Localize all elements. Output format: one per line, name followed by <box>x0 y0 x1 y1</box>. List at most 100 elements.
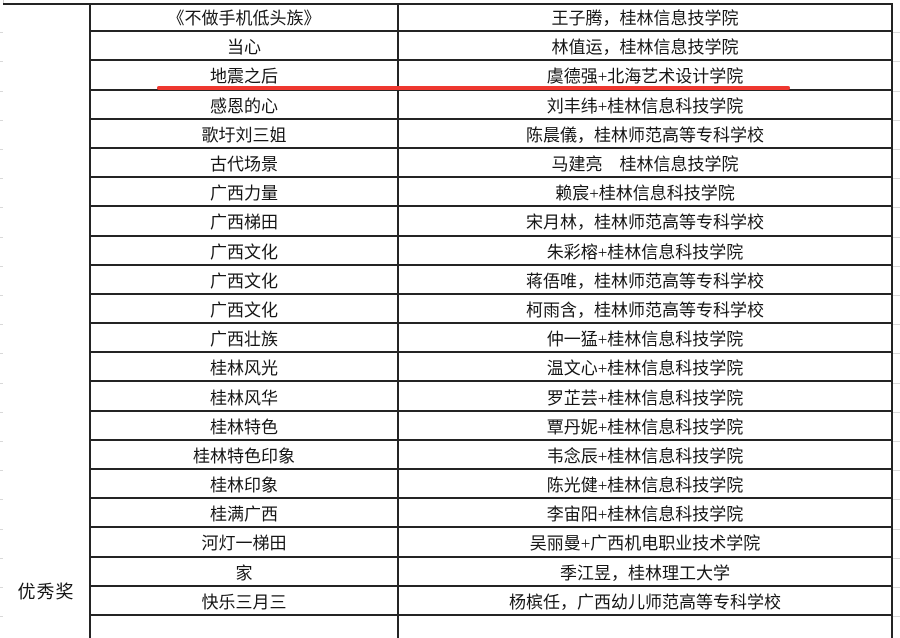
faint-gridline-stub-right <box>893 616 900 617</box>
faint-gridline-stub-right <box>893 91 900 92</box>
work-title-cell[interactable]: 广西文化 <box>91 236 399 264</box>
faint-gridline-stub-left <box>0 353 3 354</box>
faint-gridline-stub-left <box>0 178 3 179</box>
faint-gridline-stub-right <box>893 470 900 471</box>
faint-gridline-stub-right <box>893 499 900 500</box>
faint-gridline-stub-left <box>0 383 3 384</box>
table-row-partial <box>91 615 891 638</box>
table-row: 家 季江昱，桂林理工大学 <box>91 557 891 587</box>
faint-gridline-stub-left <box>0 412 3 413</box>
faint-gridline-stub-right <box>893 383 900 384</box>
entrant-cell[interactable]: 陈光健+桂林信息科技学院 <box>546 476 744 496</box>
entrant-cell[interactable]: 杨槟任，广西幼儿师范高等专科学校 <box>509 592 781 612</box>
faint-gridline-stub-right <box>893 266 900 267</box>
entrant-cell[interactable]: 韦念辰+桂林信息科技学院 <box>546 446 744 466</box>
faint-gridline-stub-right <box>893 178 900 179</box>
work-title-cell[interactable]: 桂林印象 <box>91 470 399 498</box>
faint-gridline-stub-right <box>893 295 900 296</box>
work-title-cell[interactable]: 桂满广西 <box>91 499 399 527</box>
entrant-cell[interactable]: 李宙阳+桂林信息科技学院 <box>546 505 744 525</box>
faint-gridline-stub-left <box>0 149 3 150</box>
table-row: 桂满广西 李宙阳+桂林信息科技学院 <box>91 499 891 529</box>
work-title-cell[interactable]: 广西梯田 <box>91 207 399 235</box>
table-row: 广西文化 柯雨含，桂林师范高等专科学校 <box>91 294 891 325</box>
faint-gridline-stub-left <box>0 616 3 617</box>
work-title-cell[interactable]: 广西文化 <box>91 265 399 293</box>
faint-gridline-stub-right <box>893 353 900 354</box>
faint-gridline-stub-left <box>0 499 3 500</box>
entrant-cell[interactable]: 赖宸+桂林信息科技学院 <box>555 184 735 204</box>
work-title-cell[interactable]: 广西文化 <box>91 294 399 323</box>
award-cell[interactable]: 优秀奖 <box>3 5 89 638</box>
faint-gridline-stub-left <box>0 529 3 530</box>
entrant-cell[interactable]: 马建亮 桂林信息技学院 <box>551 155 739 175</box>
faint-gridline-stub-left <box>0 237 3 238</box>
work-title-cell[interactable]: 桂林风华 <box>91 382 399 410</box>
faint-gridline-stub-right <box>893 587 900 588</box>
work-title-cell[interactable]: 桂林风光 <box>91 353 399 381</box>
entrant-cell[interactable]: 虞德强+北海艺术设计学院 <box>546 67 744 87</box>
work-title-cell[interactable]: 感恩的心 <box>91 90 399 118</box>
entrant-cell[interactable]: 仲一猛+桂林信息科技学院 <box>546 330 744 350</box>
red-underline-annotation <box>157 86 790 90</box>
faint-gridline-stub-left <box>0 61 3 62</box>
work-title-cell[interactable]: 家 <box>91 557 399 585</box>
work-title-cell[interactable]: 古代场景 <box>91 148 399 177</box>
entrant-cell[interactable]: 蒋俉唯，桂林师范高等专科学校 <box>526 271 764 291</box>
table-row: 广西文化 蒋俉唯，桂林师范高等专科学校 <box>91 265 891 295</box>
faint-gridline-stub-right <box>893 441 900 442</box>
faint-gridline-stub-left <box>0 441 3 442</box>
work-title-cell[interactable]: 桂林特色 <box>91 411 399 439</box>
entrant-cell[interactable]: 陈晨儀，桂林师范高等专科学校 <box>526 125 764 145</box>
entrant-cell[interactable]: 柯雨含，桂林师范高等专科学校 <box>526 300 764 320</box>
table-row: 河灯一梯田 吴丽曼+广西机电职业技术学院 <box>91 528 891 558</box>
work-title-cell[interactable]: 当心 <box>91 32 399 60</box>
table-row: 古代场景 马建亮 桂林信息技学院 <box>91 148 891 179</box>
entrant-cell[interactable]: 朱彩榕+桂林信息科技学院 <box>546 242 744 262</box>
faint-gridline-stub-right <box>893 207 900 208</box>
faint-gridline-stub-left <box>0 558 3 559</box>
entrant-cell[interactable]: 宋月林，桂林师范高等专科学校 <box>526 213 764 233</box>
award-label: 优秀奖 <box>17 582 75 602</box>
entrant-cell[interactable]: 罗芷芸+桂林信息科技学院 <box>546 388 744 408</box>
faint-gridline-stub-right <box>893 149 900 150</box>
table-row: 桂林特色 覃丹妮+桂林信息科技学院 <box>91 411 891 441</box>
table-top-border <box>3 3 893 5</box>
work-title-cell[interactable]: 河灯一梯田 <box>91 528 399 556</box>
table-row: 广西力量 赖宸+桂林信息科技学院 <box>91 178 891 208</box>
table-row: 桂林风华 罗芷芸+桂林信息科技学院 <box>91 382 891 412</box>
faint-gridline-stub-left <box>0 470 3 471</box>
faint-gridline-stub-left <box>0 295 3 296</box>
faint-gridline-stub-left <box>0 32 3 33</box>
entrant-cell[interactable]: 吴丽曼+广西机电职业技术学院 <box>529 534 761 554</box>
faint-gridline-stub-left <box>0 207 3 208</box>
work-title-cell[interactable] <box>91 615 399 638</box>
work-title-cell[interactable]: 歌圩刘三姐 <box>91 119 399 147</box>
table-row: 桂林风光 温文心+桂林信息科技学院 <box>91 353 891 383</box>
entrant-cell[interactable]: 温文心+桂林信息科技学院 <box>546 359 744 379</box>
work-title-cell[interactable]: 《不做手机低头族》 <box>91 3 399 31</box>
work-title-cell[interactable]: 广西壮族 <box>91 324 399 352</box>
table-row: 感恩的心 刘丰纬+桂林信息科技学院 <box>91 90 891 120</box>
entrant-cell[interactable]: 季江昱，桂林理工大学 <box>560 563 730 583</box>
faint-gridline-stub-left <box>0 324 3 325</box>
work-title-cell[interactable]: 地震之后 <box>91 61 399 89</box>
faint-gridline-stub-right <box>893 558 900 559</box>
entrant-cell[interactable]: 覃丹妮+桂林信息科技学院 <box>546 417 744 437</box>
table-row: 快乐三月三 杨槟任，广西幼儿师范高等专科学校 <box>91 586 891 616</box>
table-row: 《不做手机低头族》 王子腾，桂林信息技学院 <box>91 3 891 33</box>
awards-table: 《不做手机低头族》 王子腾，桂林信息技学院 当心 林值运，桂林信息技学院 地震之… <box>89 3 893 638</box>
work-title-cell[interactable]: 广西力量 <box>91 178 399 206</box>
work-title-cell[interactable]: 桂林特色印象 <box>91 440 399 468</box>
entrant-cell[interactable] <box>399 616 891 638</box>
entrant-cell[interactable]: 刘丰纬+桂林信息科技学院 <box>546 96 744 116</box>
faint-gridline-stub-left <box>0 587 3 588</box>
table-row: 广西梯田 宋月林，桂林师范高等专科学校 <box>91 207 891 237</box>
entrant-cell[interactable]: 林值运，桂林信息技学院 <box>551 38 739 58</box>
faint-gridline-stub-right <box>893 32 900 33</box>
entrant-cell[interactable]: 王子腾，桂林信息技学院 <box>551 9 739 29</box>
faint-gridline-stub-left <box>0 91 3 92</box>
work-title-cell[interactable]: 快乐三月三 <box>91 586 399 614</box>
faint-gridline-stub-right <box>893 120 900 121</box>
